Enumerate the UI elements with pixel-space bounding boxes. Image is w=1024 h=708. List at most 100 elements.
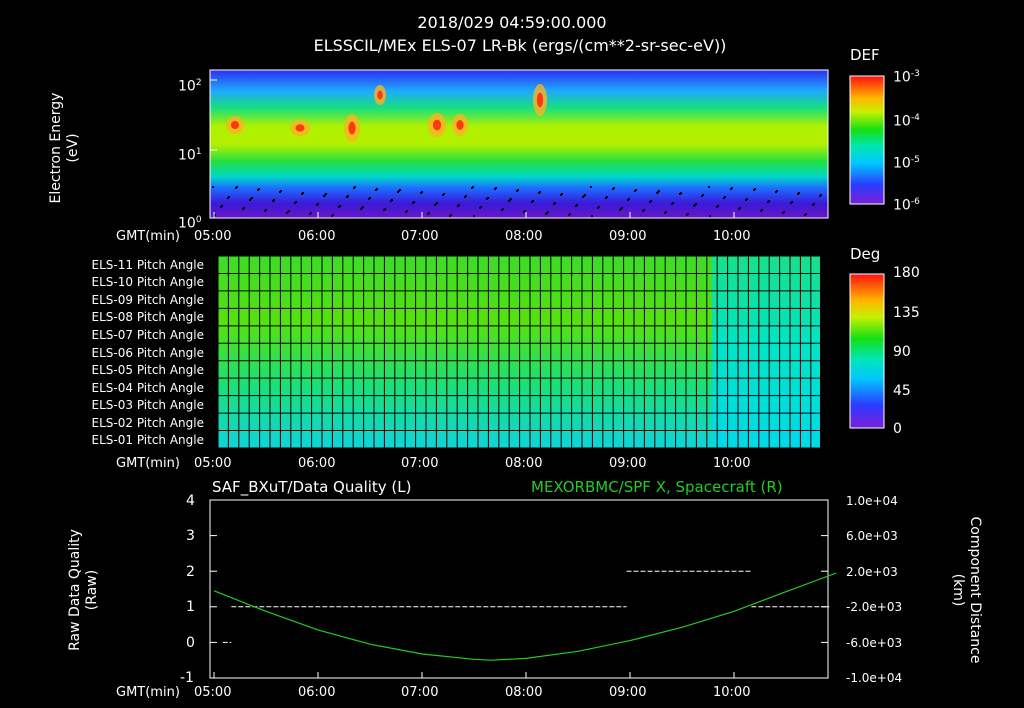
panel1-noise-dot bbox=[739, 207, 741, 209]
panel3-left-tick: 1 bbox=[186, 599, 195, 615]
panel3-time-tick: 07:00 bbox=[401, 685, 439, 700]
panel3-frame bbox=[209, 499, 829, 679]
pitch-row-label: ELS-08 Pitch Angle bbox=[91, 310, 204, 324]
panel1-noise-dot bbox=[606, 196, 608, 198]
panel3-right-title: MEXORBMC/SPF X, Spacecraft (R) bbox=[531, 478, 783, 496]
panel1-noise-dot bbox=[798, 192, 800, 194]
panel1-noise-dot bbox=[524, 210, 526, 212]
panel1-noise-dot bbox=[310, 212, 312, 214]
panel1-noise-dot bbox=[332, 214, 334, 216]
panel1-time-tick: 09:00 bbox=[609, 229, 647, 244]
panel1-noise-dot bbox=[805, 213, 807, 215]
plot-datetime: 2018/029 04:59:00.000 bbox=[417, 13, 607, 32]
panel3-left-tick: 4 bbox=[186, 493, 195, 509]
panel1-noise-dot bbox=[465, 195, 467, 197]
panel2-time-tick: 10:00 bbox=[713, 456, 751, 471]
panel1-noise-dot bbox=[450, 214, 452, 216]
panel3-time-tick: 05:00 bbox=[194, 685, 232, 700]
panel3-right-tick: -6.0e+03 bbox=[846, 636, 903, 650]
panel1-noise-dot bbox=[576, 204, 578, 206]
panel1-noise-dot bbox=[621, 207, 623, 209]
panel1-noise-dot bbox=[680, 192, 682, 194]
panel1-noise-dot bbox=[228, 196, 230, 198]
panel1-noise-dot bbox=[584, 194, 586, 196]
panel1-noise-dot bbox=[820, 194, 822, 196]
panel1-noise-dot bbox=[480, 206, 482, 208]
panel1-noise-dot bbox=[768, 200, 770, 202]
panel3-time-prefix: GMT(min) bbox=[116, 685, 180, 700]
pitch-row-label: ELS-05 Pitch Angle bbox=[91, 363, 204, 377]
panel1-noise-dot bbox=[473, 215, 475, 217]
panel1-ytick-10: 101 bbox=[178, 147, 202, 164]
panel1-noise-dot bbox=[406, 210, 408, 212]
panel3-left-tick: 0 bbox=[186, 635, 195, 651]
panel1-ytick-1: 100 bbox=[178, 215, 202, 232]
panel1-noise-dot bbox=[658, 190, 660, 192]
panel3-right-tick: 1.0e+04 bbox=[846, 494, 898, 508]
panel1-noise-dot bbox=[613, 187, 615, 189]
panel1-noise-dot bbox=[761, 209, 763, 211]
panel1-noise-dot bbox=[628, 198, 630, 200]
panel1-colorbar bbox=[849, 75, 885, 205]
panel1-noise-dot bbox=[265, 209, 267, 211]
panel1-hotspot-core bbox=[456, 120, 464, 130]
panel1-noise-dot bbox=[754, 188, 756, 190]
panel1-noise-dot bbox=[258, 188, 260, 190]
panel3-plot bbox=[209, 499, 837, 679]
panel2-field-left bbox=[218, 256, 712, 448]
panel1-noise-dot bbox=[776, 190, 778, 192]
panel1-noise-dot bbox=[547, 211, 549, 213]
panel1-heatmap bbox=[209, 69, 829, 219]
panel3-left-tick: -1 bbox=[180, 670, 194, 686]
panel1-noise-dot bbox=[354, 186, 356, 188]
panel1-hotspot-core bbox=[377, 90, 383, 100]
panel1-noise-dot bbox=[295, 201, 297, 203]
panel1-noise-dot bbox=[212, 186, 214, 188]
panel1-noise-dot bbox=[472, 186, 474, 188]
panel1-hotspot-core bbox=[536, 92, 544, 108]
panel1-noise-dot bbox=[369, 197, 371, 199]
panel1-noise-dot bbox=[590, 186, 592, 188]
panel1-noise-dot bbox=[502, 208, 504, 210]
pitch-row-label: ELS-01 Pitch Angle bbox=[91, 433, 204, 447]
panel1-noise-dot bbox=[214, 214, 216, 216]
panel1-time-tick: 08:00 bbox=[505, 229, 543, 244]
panel1-noise-dot bbox=[650, 200, 652, 202]
pitch-row-label: ELS-07 Pitch Angle bbox=[91, 328, 204, 342]
component-distance-series bbox=[213, 572, 837, 661]
panel3-time-tick: 08:00 bbox=[505, 685, 543, 700]
panel2-cbtick: 0 bbox=[893, 421, 902, 437]
pitch-row-label: ELS-03 Pitch Angle bbox=[91, 398, 204, 412]
panel1-noise-dot bbox=[443, 193, 445, 195]
panel1-noise-dot bbox=[554, 202, 556, 204]
panel2-colorbar-title: Deg bbox=[850, 245, 881, 263]
panel3-right-tick: 6.0e+03 bbox=[846, 529, 898, 543]
panel2-time-tick: 06:00 bbox=[298, 456, 336, 471]
panel1-spectrogram bbox=[210, 70, 828, 218]
panel1-noise-dot bbox=[532, 200, 534, 202]
panel1-hotspot-core bbox=[230, 120, 240, 130]
panel2-cbtick: 180 bbox=[893, 265, 920, 281]
panel3-time-tick: 10:00 bbox=[713, 685, 751, 700]
panel1-noise-dot bbox=[273, 199, 275, 201]
panel1-noise-dot bbox=[717, 205, 719, 207]
panel2-time-tick: 09:00 bbox=[609, 456, 647, 471]
panel2-cbtick: 135 bbox=[893, 305, 920, 321]
panel1-hotspot-core bbox=[432, 119, 442, 131]
panel1-noise-dot bbox=[436, 202, 438, 204]
panel2-heatmap bbox=[217, 255, 820, 449]
panel1-frame bbox=[209, 69, 829, 219]
panel1-noise-dot bbox=[724, 196, 726, 198]
pitch-row-label: ELS-02 Pitch Angle bbox=[91, 416, 204, 430]
panel1-noise-dot bbox=[243, 207, 245, 209]
panel1-time-prefix: GMT(min) bbox=[116, 229, 180, 244]
panel1-noise-dot bbox=[746, 198, 748, 200]
panel3-axis-ticks bbox=[210, 499, 828, 679]
pitch-row-label: ELS-11 Pitch Angle bbox=[91, 258, 204, 272]
panel3-right-tick: -2.0e+03 bbox=[846, 600, 903, 614]
panel1-cbtick-1e-6: 10-6 bbox=[893, 197, 920, 214]
panel1-noise-dot bbox=[510, 198, 512, 200]
panel2-field-right bbox=[712, 256, 820, 448]
panel1-noise-dot bbox=[783, 211, 785, 213]
